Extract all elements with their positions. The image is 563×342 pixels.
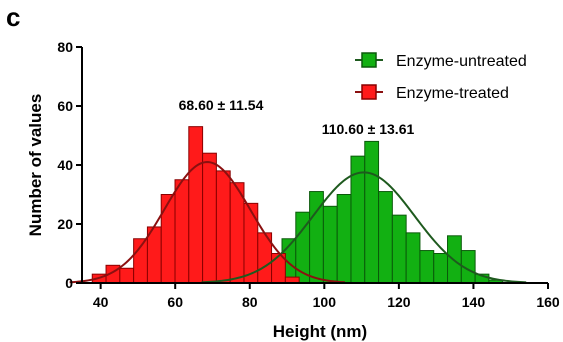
- y-axis-title: Number of values: [26, 94, 45, 237]
- untreated-bar: [322, 205, 338, 284]
- x-tick-label: 40: [93, 294, 109, 310]
- treated-bar: [202, 152, 217, 284]
- untreated-bar: [378, 191, 393, 284]
- x-tick-label: 60: [167, 294, 183, 310]
- y-tick-label: 80: [57, 39, 73, 55]
- y-tick-label: 60: [57, 98, 73, 114]
- panel-label: c: [6, 2, 20, 32]
- legend-swatch-untreated: [361, 52, 377, 68]
- treated-bar: [160, 194, 176, 284]
- x-tick-label: 100: [313, 294, 337, 310]
- y-tick-label: 40: [57, 157, 73, 173]
- y-ticks: 0 20 40 60 80: [57, 39, 82, 291]
- untreated-bar: [336, 194, 352, 284]
- treated-bar: [229, 182, 245, 284]
- legend-label-untreated: Enzyme-untreated: [396, 53, 527, 70]
- untreated-fit-curve: [201, 171, 527, 284]
- treated-bar: [215, 170, 231, 284]
- legend-label-treated: Enzyme-treated: [396, 85, 509, 102]
- untreated-bar: [405, 232, 421, 284]
- untreated-bar: [364, 140, 380, 284]
- treated-bars: [91, 126, 300, 284]
- untreated-bar: [433, 253, 449, 284]
- x-ticks: 40 60 80 100 120 140 160: [93, 283, 560, 310]
- legend: Enzyme-untreated Enzyme-treated: [355, 52, 527, 102]
- x-tick-label: 140: [462, 294, 486, 310]
- untreated-bar: [391, 214, 407, 284]
- treated-bar: [119, 267, 135, 284]
- legend-swatch-treated: [361, 84, 377, 100]
- x-tick-label: 80: [242, 294, 258, 310]
- x-tick-label: 160: [536, 294, 560, 310]
- legend-item-treated: Enzyme-treated: [355, 84, 509, 102]
- axes: 40 60 80 100 120 140 160 0 20 40 60 80: [57, 39, 559, 310]
- untreated-bar: [419, 250, 435, 284]
- legend-item-untreated: Enzyme-untreated: [355, 52, 527, 70]
- y-tick-label: 20: [57, 216, 73, 232]
- treated-annotation: 68.60 ± 11.54: [179, 97, 264, 113]
- x-axis-title: Height (nm): [273, 322, 367, 341]
- treated-bar: [188, 126, 204, 284]
- treated-fit-curve: [69, 161, 345, 284]
- treated-bar: [174, 179, 190, 284]
- x-tick-label: 120: [387, 294, 411, 310]
- gaussian-fits: [69, 161, 527, 284]
- y-tick-label: 0: [65, 275, 73, 291]
- untreated-annotation: 110.60 ± 13.61: [322, 121, 415, 137]
